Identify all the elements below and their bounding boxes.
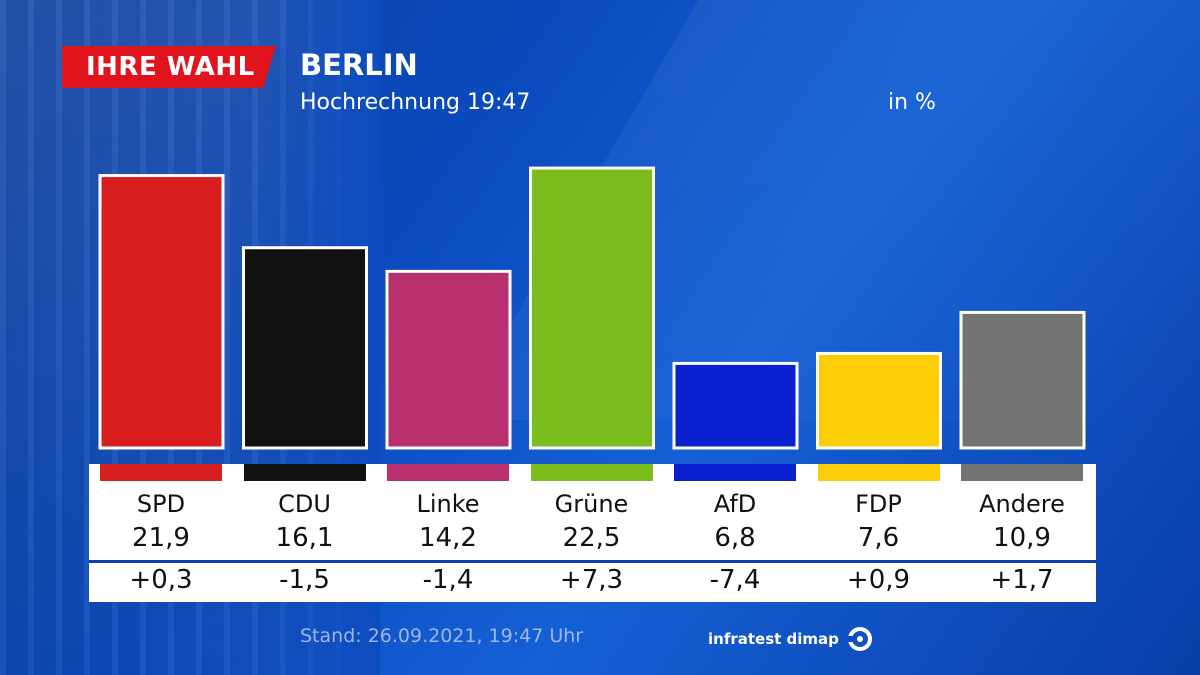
timestamp: Stand: 26.09.2021, 19:47 Uhr [300,625,584,647]
party-value: 16,1 [275,523,334,553]
party-color-swatch [674,464,796,481]
party-change: +0,9 [846,565,911,595]
party-value: 10,9 [993,523,1051,553]
party-color-swatch [387,464,509,481]
result-column-linke: Linke 14,2 -1,4 [387,464,509,597]
chart-title: BERLIN [300,48,418,82]
party-color-swatch [100,464,222,481]
results-divider [89,560,1096,563]
results-table-panel [89,464,1096,602]
source-label: infratest dimap [708,630,839,648]
result-column-spd: SPD 21,9 +0,3 [100,464,222,597]
party-name: FDP [855,490,902,518]
party-value: 22,5 [562,523,621,553]
party-name: Andere [979,490,1065,518]
bar-linke [385,269,512,450]
bar-grüne [529,166,655,450]
bar-cdu [242,246,368,450]
result-column-andere: Andere 10,9 +1,7 [961,464,1083,597]
bar-andere [959,310,1086,450]
result-column-fdp: FDP 7,6 +0,9 [817,464,940,597]
party-color-swatch [243,464,366,481]
party-value: 14,2 [419,523,477,553]
party-name: Grüne [554,490,629,518]
party-change: +7,3 [559,565,624,595]
party-color-swatch [961,464,1083,481]
party-value: 6,8 [714,523,756,553]
party-change: -7,4 [709,565,761,595]
chart-subtitle: Hochrechnung 19:47 [300,90,531,115]
result-column-afd: AfD 6,8 -7,4 [674,464,796,597]
party-change: -1,4 [422,565,474,595]
party-name: CDU [278,490,331,518]
ihre-wahl-logo: IHRE WAHL [62,46,276,88]
bar-spd [98,174,225,450]
party-value: 21,9 [132,523,190,553]
party-change: +0,3 [129,565,193,595]
party-name: AfD [713,490,757,518]
logo-text: IHRE WAHL [86,52,255,82]
bar-afd [672,361,799,450]
party-change: +1,7 [990,565,1054,595]
unit-label: in % [888,90,936,115]
party-name: Linke [416,490,480,518]
result-column-grüne: Grüne 22,5 +7,3 [530,464,653,597]
infratest-dimap-logo-icon [846,627,872,651]
party-change: -1,5 [279,565,330,595]
party-name: SPD [136,490,186,518]
party-color-swatch [530,464,653,481]
party-value: 7,6 [857,523,900,553]
party-color-swatch [817,464,940,481]
result-column-cdu: CDU 16,1 -1,5 [243,464,366,597]
source: infratest dimap [708,626,873,652]
bar-fdp [816,351,942,450]
